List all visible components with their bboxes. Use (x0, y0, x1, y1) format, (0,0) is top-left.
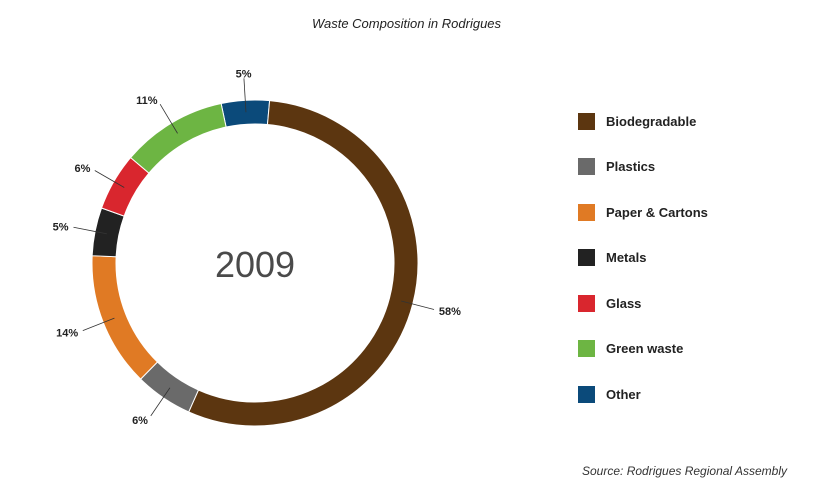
leader-paper-cartons (82, 317, 115, 331)
leader-other (243, 78, 247, 113)
legend-swatch (578, 158, 595, 175)
leader-green-waste (159, 103, 178, 134)
label-paper-cartons: 14% (56, 327, 78, 339)
legend-item-metals: Metals (578, 249, 708, 267)
legend-item-green-waste: Green waste (578, 340, 708, 358)
legend-item-biodegradable: Biodegradable (578, 112, 708, 130)
legend-label: Metals (606, 250, 647, 265)
legend-swatch (578, 385, 595, 403)
center-year-label: 2009 (215, 244, 295, 285)
legend-label: Paper & Cartons (606, 204, 708, 220)
legend-label: Biodegradable (606, 113, 697, 129)
label-green-waste: 11% (136, 95, 158, 107)
legend-swatch (578, 249, 595, 266)
label-biodegradable: 58% (439, 306, 461, 318)
legend-swatch (578, 294, 595, 312)
slice-metals (91, 207, 125, 258)
legend-item-glass: Glass (578, 294, 708, 312)
label-metals: 5% (53, 221, 69, 233)
label-plastics: 6% (132, 415, 148, 427)
slice-green-waste (129, 102, 227, 174)
legend-label: Other (606, 386, 641, 402)
legend-swatch (578, 112, 595, 130)
donut-slices (91, 99, 419, 427)
legend: Biodegradable Plastics Paper & Cartons Meta… (578, 112, 708, 431)
legend-label: Green waste (606, 341, 684, 356)
legend-item-paper-cartons: Paper & Cartons (578, 203, 708, 221)
slice-paper-cartons (91, 255, 159, 380)
slice-biodegradable (188, 100, 419, 427)
leader-plastics (150, 387, 171, 417)
source-note: Source: Rodrigues Regional Assembly (582, 464, 787, 478)
leader-metals (73, 226, 107, 235)
legend-swatch (578, 203, 595, 221)
legend-label: Glass (606, 295, 642, 311)
leader-biodegradable (401, 300, 435, 310)
slice-labels: 5% 58% 6% 14% 5% 6% 11% (53, 68, 461, 427)
label-leaders (73, 78, 435, 417)
legend-item-plastics: Plastics (578, 158, 708, 176)
chart-title: Waste Composition in Rodrigues (311, 16, 502, 31)
legend-item-other: Other (578, 385, 708, 403)
label-other: 5% (236, 68, 252, 80)
legend-label: Plastics (606, 159, 656, 174)
label-glass: 6% (75, 163, 91, 175)
leader-glass (94, 170, 125, 188)
legend-swatch (578, 340, 595, 357)
